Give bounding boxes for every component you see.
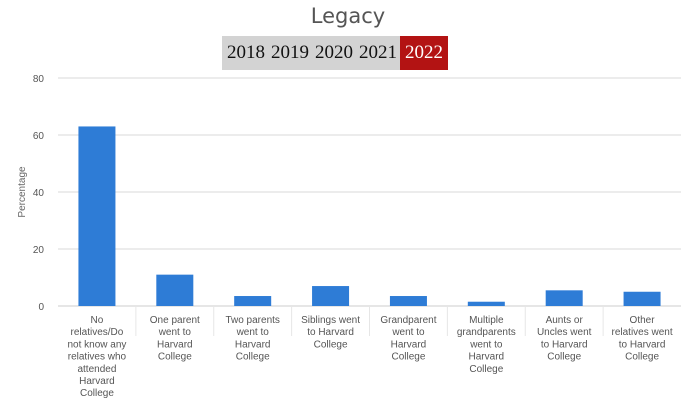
- x-tick-label-line: went to: [391, 327, 425, 338]
- x-tick-label-line: Multiple: [469, 315, 504, 326]
- x-tick-label-line: not know any: [67, 339, 126, 350]
- x-tick-label-line: to Harvard: [307, 327, 354, 338]
- x-tick-label: No relatives/Do not know any relatives who a…: [67, 315, 126, 399]
- x-tick-labels: No relatives/Do not know any relatives who a…: [67, 315, 672, 399]
- bar[interactable]: [156, 274, 194, 306]
- x-tick-label: Siblings went to Harvard College: [301, 315, 360, 350]
- x-tick-label: Grandparent went to Harvard College: [380, 315, 436, 363]
- x-tick-label-line: College: [80, 388, 114, 399]
- x-tick-label-line: relatives/Do: [71, 327, 124, 338]
- x-tick-label: Other relatives went to Harvard College: [611, 315, 672, 363]
- tab-2021[interactable]: 2021: [356, 36, 400, 70]
- x-tick-label-line: One parent: [150, 315, 200, 326]
- tab-2019[interactable]: 2019: [268, 36, 312, 70]
- y-tick-label: 80: [33, 74, 45, 85]
- x-tick-label-line: to Harvard: [619, 339, 666, 350]
- chart-title: Legacy: [310, 4, 386, 28]
- x-tick-label-line: went to: [236, 327, 270, 338]
- x-tick-label: Two parents went to Harvard College: [225, 315, 279, 363]
- x-tick-label-line: Harvard: [391, 339, 427, 350]
- x-tick-label-line: relatives who: [68, 352, 127, 363]
- y-tick-label: 40: [33, 188, 45, 199]
- x-tick-label-line: Harvard: [157, 339, 193, 350]
- x-tick-label-line: College: [625, 352, 659, 363]
- x-tick-label: Aunts or Uncles went to Harvard College: [537, 315, 592, 363]
- x-tick-label-line: to Harvard: [541, 339, 588, 350]
- y-tick-label: 0: [38, 302, 44, 313]
- x-tick-label-line: went to: [158, 327, 192, 338]
- x-tick-label-line: Harvard: [469, 352, 505, 363]
- tab-2022[interactable]: 2022: [400, 36, 448, 70]
- x-tick-label-line: College: [391, 352, 425, 363]
- x-tick-label-line: College: [236, 352, 270, 363]
- y-tick-label: 20: [33, 245, 45, 256]
- bar[interactable]: [312, 286, 350, 306]
- bar[interactable]: [234, 296, 272, 306]
- x-tick-label-line: Other: [630, 315, 656, 326]
- x-tick-label-line: Uncles went: [537, 327, 592, 338]
- bar[interactable]: [545, 290, 583, 306]
- y-axis-label: Percentage: [17, 166, 28, 218]
- x-tick-label-line: College: [469, 364, 503, 375]
- x-tick-label-line: College: [158, 352, 192, 363]
- year-tabs: 2018 2019 2020 2021 2022: [222, 36, 448, 70]
- gridlines: [58, 77, 681, 336]
- x-tick-label-line: Grandparent: [380, 315, 436, 326]
- y-tick-label: 60: [33, 131, 45, 142]
- x-tick-label-line: Siblings went: [301, 315, 360, 326]
- bar[interactable]: [623, 291, 661, 306]
- x-tick-label-line: attended: [77, 364, 116, 375]
- x-tick-label-line: Two parents: [225, 315, 279, 326]
- bar[interactable]: [78, 126, 116, 306]
- x-tick-label-line: College: [314, 339, 348, 350]
- x-tick-label-line: Harvard: [235, 339, 271, 350]
- x-tick-label-line: grandparents: [457, 327, 516, 338]
- x-tick-label-line: No: [91, 315, 104, 326]
- tab-2020[interactable]: 2020: [312, 36, 356, 70]
- bars: [78, 126, 661, 306]
- bar[interactable]: [467, 301, 505, 306]
- bar[interactable]: [389, 296, 427, 306]
- x-tick-label-line: Aunts or: [546, 315, 584, 326]
- x-tick-label: One parent went to Harvard College: [150, 315, 200, 363]
- x-tick-label-line: College: [547, 352, 581, 363]
- y-tick-labels: 0 20 40 60 80: [33, 74, 45, 313]
- tab-2018[interactable]: 2018: [222, 36, 268, 70]
- x-tick-label-line: Harvard: [79, 376, 115, 387]
- x-tick-label: Multiple grandparents went to Harvard Colleg…: [457, 315, 516, 375]
- x-tick-label-line: relatives went: [611, 327, 672, 338]
- x-tick-label-line: went to: [469, 339, 503, 350]
